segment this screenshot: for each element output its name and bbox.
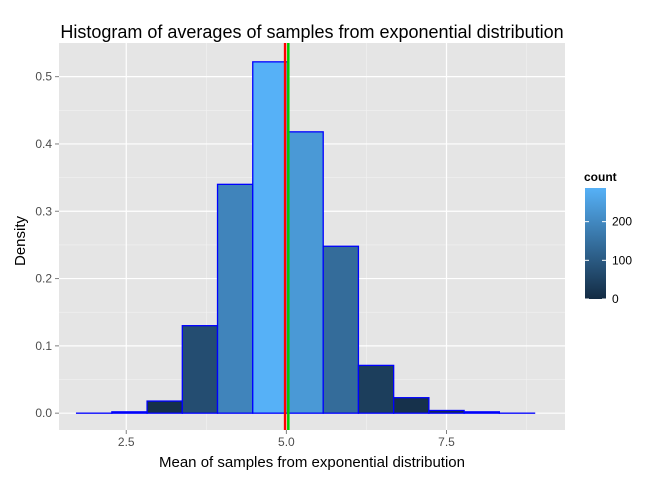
histogram-bar: [111, 411, 148, 414]
histogram-bar: [463, 411, 500, 414]
y-tick-label: 0.5: [35, 70, 52, 84]
y-tick-label: 0.2: [35, 272, 52, 286]
legend-title: count: [584, 170, 617, 184]
histogram-bar: [393, 397, 430, 414]
legend-ticks: 0 100 200: [585, 215, 632, 306]
histogram-bar: [216, 183, 254, 414]
x-axis-label: Mean of samples from exponential distrib…: [159, 454, 465, 471]
histogram-bar: [146, 400, 183, 414]
y-tick-label: 0.4: [35, 137, 52, 151]
x-tick-label: 7.5: [438, 435, 455, 449]
histogram-bar: [357, 364, 395, 414]
x-tick-label: 5.0: [278, 435, 295, 449]
legend-tick-label: 200: [612, 215, 632, 229]
legend-tick-label: 0: [612, 292, 619, 306]
vertical-lines: [283, 43, 290, 430]
y-axis-label: Density: [12, 215, 29, 266]
histogram-bar: [287, 131, 324, 414]
legend: count 0 100 200: [584, 170, 632, 306]
y-tick-label: 0.1: [35, 339, 52, 353]
histogram-bar: [428, 409, 465, 414]
histogram-bar: [181, 325, 219, 414]
chart-title: Histogram of averages of samples from ex…: [60, 22, 563, 42]
bars: [75, 61, 536, 414]
legend-tick-label: 100: [612, 253, 632, 267]
histogram-bar: [252, 61, 289, 414]
x-axis-ticks: 2.5 5.0 7.5: [118, 430, 455, 449]
histogram-bar: [322, 245, 360, 414]
y-tick-label: 0.0: [35, 406, 52, 420]
y-axis-ticks: 0.0 0.1 0.2 0.3 0.4 0.5: [35, 70, 59, 420]
colorbar: [585, 188, 606, 299]
y-tick-label: 0.3: [35, 204, 52, 218]
x-tick-label: 2.5: [118, 435, 135, 449]
